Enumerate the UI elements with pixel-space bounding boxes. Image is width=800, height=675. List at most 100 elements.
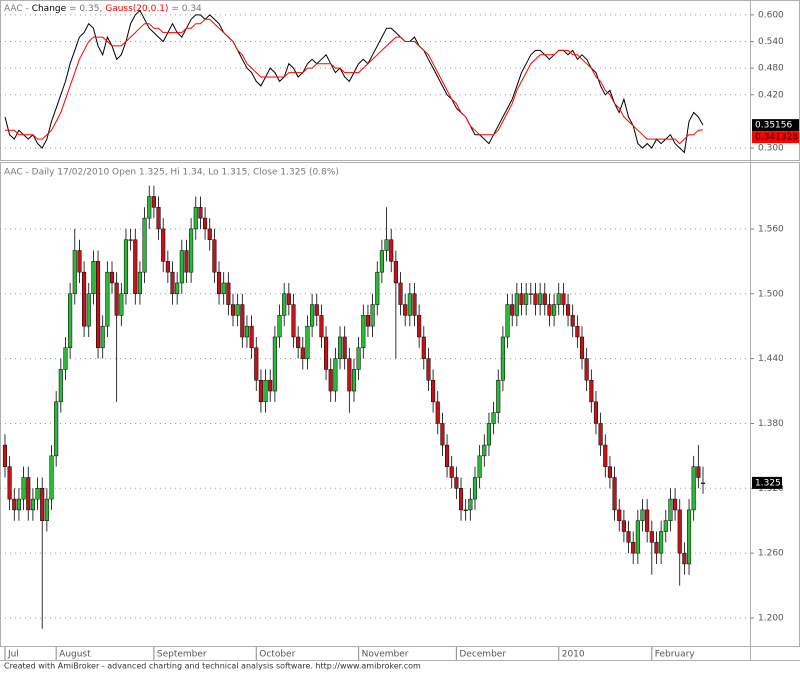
- candle-body: [365, 315, 370, 327]
- candle-body: [510, 304, 515, 316]
- candle-body: [673, 498, 678, 511]
- candle-body: [114, 282, 119, 316]
- legend-text: Change: [32, 4, 67, 14]
- candle-body: [589, 379, 594, 403]
- legend-text: Gauss(20,0.1): [105, 4, 168, 14]
- candle-body: [505, 304, 510, 338]
- candle-body: [635, 520, 640, 554]
- candle-body: [412, 293, 417, 316]
- candle-body: [95, 261, 101, 349]
- candle-body: [617, 509, 622, 521]
- candle-body: [324, 336, 329, 370]
- candle-body: [686, 509, 692, 565]
- candle-body: [607, 466, 612, 478]
- candle-body: [68, 293, 73, 349]
- candle-body: [296, 336, 301, 349]
- last-value-box: [752, 131, 799, 144]
- candle-body: [454, 477, 459, 489]
- last-value-box: [752, 476, 782, 489]
- candle-body: [477, 455, 482, 478]
- candle-body: [268, 379, 273, 392]
- candle-body: [193, 207, 198, 230]
- candle-body: [575, 325, 580, 338]
- candle-body: [393, 261, 398, 284]
- candle-body: [491, 412, 496, 424]
- y-tick-label: 0.480: [758, 64, 784, 74]
- candle-body: [552, 304, 557, 316]
- candle-body: [77, 250, 82, 273]
- candle-body: [203, 217, 208, 230]
- candle-body: [58, 369, 63, 403]
- candle-body: [21, 477, 26, 500]
- candle-body: [105, 271, 110, 327]
- candle-body: [668, 498, 673, 521]
- candle-body: [184, 250, 189, 273]
- candle-body: [333, 358, 338, 392]
- x-tick-label: Jul: [7, 650, 19, 660]
- candle-body: [379, 250, 384, 273]
- candle-body: [54, 401, 59, 457]
- candle-body: [384, 239, 389, 251]
- candle-body: [482, 444, 487, 457]
- candle-body: [221, 282, 226, 295]
- candle-body: [449, 466, 454, 478]
- candle-body: [319, 315, 324, 338]
- candle-body: [26, 477, 31, 511]
- candle-body: [472, 477, 478, 500]
- candle-body: [565, 304, 571, 316]
- candle-body: [179, 250, 184, 284]
- candle-body: [109, 271, 115, 284]
- candle-body: [538, 293, 543, 305]
- candle-body: [440, 423, 445, 446]
- candle-body: [44, 498, 49, 521]
- candle-body: [151, 196, 156, 208]
- candle-body: [370, 304, 375, 327]
- candle-body: [300, 347, 305, 359]
- candle-body: [654, 542, 659, 554]
- candle-body: [286, 293, 291, 305]
- candle-body: [570, 315, 575, 327]
- candle-body: [82, 271, 87, 327]
- candle-body: [500, 336, 505, 381]
- candle-body: [682, 552, 687, 565]
- candle-body: [133, 239, 138, 295]
- y-tick-label: 1.260: [758, 549, 784, 559]
- x-tick-label: 2010: [562, 650, 585, 660]
- candle-body: [161, 228, 166, 262]
- y-tick-label: 0.600: [758, 10, 784, 20]
- candle-body: [277, 315, 282, 338]
- candle-body: [468, 498, 473, 511]
- candle-body: [524, 293, 529, 305]
- candle-body: [347, 358, 352, 392]
- candle-body: [2, 444, 8, 467]
- candle-body: [486, 423, 491, 446]
- candle-body: [407, 293, 412, 316]
- candle-body: [156, 207, 161, 230]
- candle-body: [417, 315, 422, 338]
- candle-body: [645, 509, 650, 532]
- candle-body: [216, 271, 222, 295]
- candle-body: [533, 293, 538, 305]
- candle-body: [207, 228, 212, 240]
- candle-body: [189, 228, 194, 273]
- candle-body: [677, 509, 682, 554]
- last-value-label: 0.35156: [755, 121, 792, 131]
- candle-body: [235, 304, 240, 316]
- candle-body: [640, 509, 645, 521]
- candle-body: [147, 196, 152, 219]
- x-tick-label: February: [655, 650, 696, 660]
- candle-body: [514, 293, 519, 316]
- candle-body: [86, 293, 91, 327]
- candle-body: [40, 488, 45, 521]
- candle-body: [612, 477, 617, 511]
- candle-body: [230, 304, 236, 316]
- candle-body: [603, 444, 608, 467]
- last-value-label: 1.325: [755, 478, 781, 488]
- x-tick-label: September: [157, 650, 207, 660]
- candle-body: [375, 271, 380, 305]
- candle-body: [240, 304, 245, 338]
- candle-body: [361, 315, 366, 349]
- legend-text: = 0.35,: [69, 4, 102, 14]
- candle-body: [337, 336, 343, 359]
